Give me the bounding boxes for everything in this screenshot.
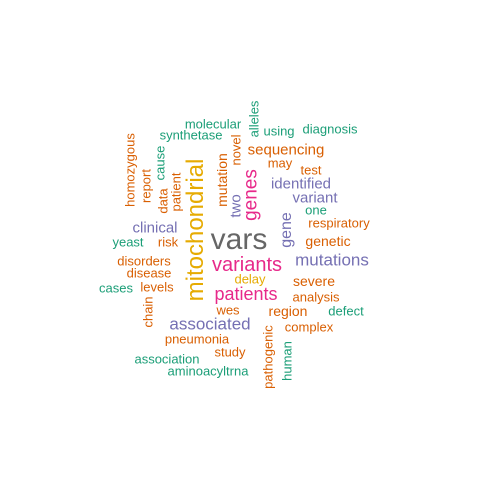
word-human: human	[279, 341, 295, 381]
word-cases: cases	[99, 280, 133, 296]
word-data: data	[155, 188, 171, 214]
word-molecular: molecular	[184, 116, 242, 132]
word-vars: vars	[210, 223, 268, 256]
word-patients: patients	[214, 284, 278, 304]
word-sequencing: sequencing	[247, 141, 325, 159]
word-region: region	[268, 303, 308, 319]
word-respiratory: respiratory	[308, 215, 370, 231]
word-study: study	[214, 344, 246, 360]
word-homozygous: homozygous	[122, 133, 138, 207]
word-cause: cause	[152, 145, 168, 181]
word-association: association	[134, 351, 200, 367]
word-disorders: disorders	[117, 253, 171, 269]
word-novel: novel	[228, 134, 244, 166]
word-diagnosis: diagnosis	[302, 121, 358, 137]
word-levels: levels	[140, 279, 174, 295]
word-pneumonia: pneumonia	[164, 331, 230, 347]
word-analysis: analysis	[292, 289, 340, 305]
word-mutation: mutation	[214, 153, 230, 207]
word-associated: associated	[169, 314, 251, 334]
word-pathogenic: pathogenic	[260, 325, 276, 389]
word-clinical: clinical	[132, 219, 178, 237]
word-disease: disease	[126, 265, 172, 281]
word-synthetase: synthetase	[159, 127, 223, 143]
word-identified: identified	[270, 175, 332, 193]
word-using: using	[263, 123, 295, 139]
word-test: test	[300, 162, 322, 178]
word-mitochondrial: mitochondrial	[182, 158, 209, 302]
word-risk: risk	[157, 234, 179, 250]
word-yeast: yeast	[112, 234, 144, 250]
word-chain: chain	[140, 296, 156, 328]
word-alleles: alleles	[246, 100, 262, 138]
word-variants: variants	[211, 254, 283, 276]
word-aminoacyltrna: aminoacyltrna	[167, 363, 249, 379]
word-severe: severe	[292, 273, 336, 289]
word-variant: variant	[292, 189, 338, 207]
word-gene: gene	[278, 212, 295, 248]
word-two: two	[227, 194, 245, 218]
word-patient: patient	[168, 172, 184, 212]
word-genetic: genetic	[305, 233, 351, 249]
word-wes: wes	[216, 302, 240, 318]
word-one: one	[305, 202, 327, 218]
word-defect: defect	[328, 303, 364, 319]
word-delay: delay	[234, 271, 266, 287]
word-complex: complex	[284, 319, 334, 335]
word-report: report	[138, 169, 154, 203]
word-may: may	[267, 155, 293, 171]
word-mutations: mutations	[295, 250, 369, 270]
